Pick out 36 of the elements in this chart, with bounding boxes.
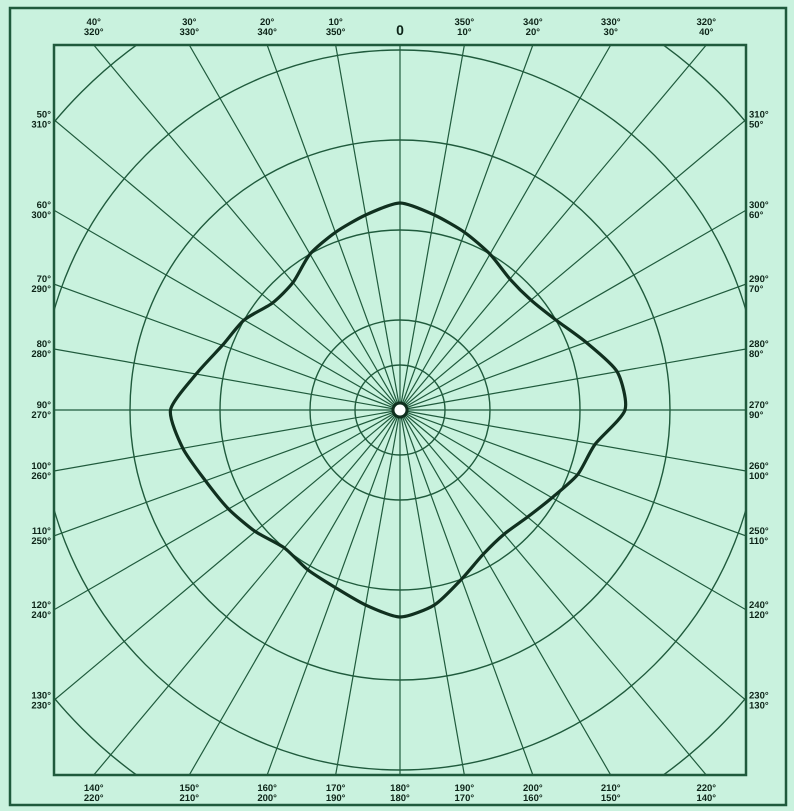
spoke-label: 220° 140° xyxy=(696,783,716,804)
spoke-label: 230° 130° xyxy=(749,690,769,712)
spoke-label: 310° 50° xyxy=(749,110,769,131)
spoke-label: 280° 80° xyxy=(749,338,769,360)
spoke-label: 90° 270° xyxy=(31,400,52,421)
spoke-label: 270° 90° xyxy=(749,400,769,421)
spoke-label: 40° 320° xyxy=(84,17,104,38)
spoke-label: 160° 200° xyxy=(257,783,278,804)
spoke-label: 100° 260° xyxy=(31,461,52,482)
spoke-label: 240° 120° xyxy=(749,600,769,621)
spoke-label: 60° 300° xyxy=(31,200,52,222)
spoke-label: 250° 110° xyxy=(749,526,769,547)
spoke-label: 140° 220° xyxy=(84,783,104,804)
spoke-label: 70° 290° xyxy=(31,274,52,296)
spoke-label: 350° 10° xyxy=(454,17,474,38)
spoke-label: 10° 350° xyxy=(326,17,346,38)
spoke-label: 320° 40° xyxy=(696,17,716,38)
spoke-label: 290° 70° xyxy=(749,274,769,296)
spoke-label: 300° 60° xyxy=(749,200,769,222)
spoke-label: 190° 170° xyxy=(454,783,474,804)
spoke-label: 180° 180° xyxy=(390,783,410,804)
spoke-label: 110° 250° xyxy=(31,526,52,547)
spoke-label: 120° 240° xyxy=(31,600,52,621)
spoke-label: 80° 280° xyxy=(31,338,52,360)
spoke-label: 170° 190° xyxy=(326,783,346,804)
spoke-label: 260° 100° xyxy=(749,461,769,482)
spoke-label: 20° 340° xyxy=(257,17,278,38)
spoke-label: 0 xyxy=(396,22,404,38)
spoke-label: 330° 30° xyxy=(600,17,621,38)
spoke-label: 130° 230° xyxy=(31,690,52,712)
spoke-label: 30° 330° xyxy=(179,17,200,38)
spoke-label: 150° 210° xyxy=(179,783,200,804)
spoke-label: 210° 150° xyxy=(600,783,621,804)
spoke-label: 340° 20° xyxy=(523,17,543,38)
spoke-label: 50° 310° xyxy=(31,110,52,131)
spoke-label: 200° 160° xyxy=(523,783,543,804)
